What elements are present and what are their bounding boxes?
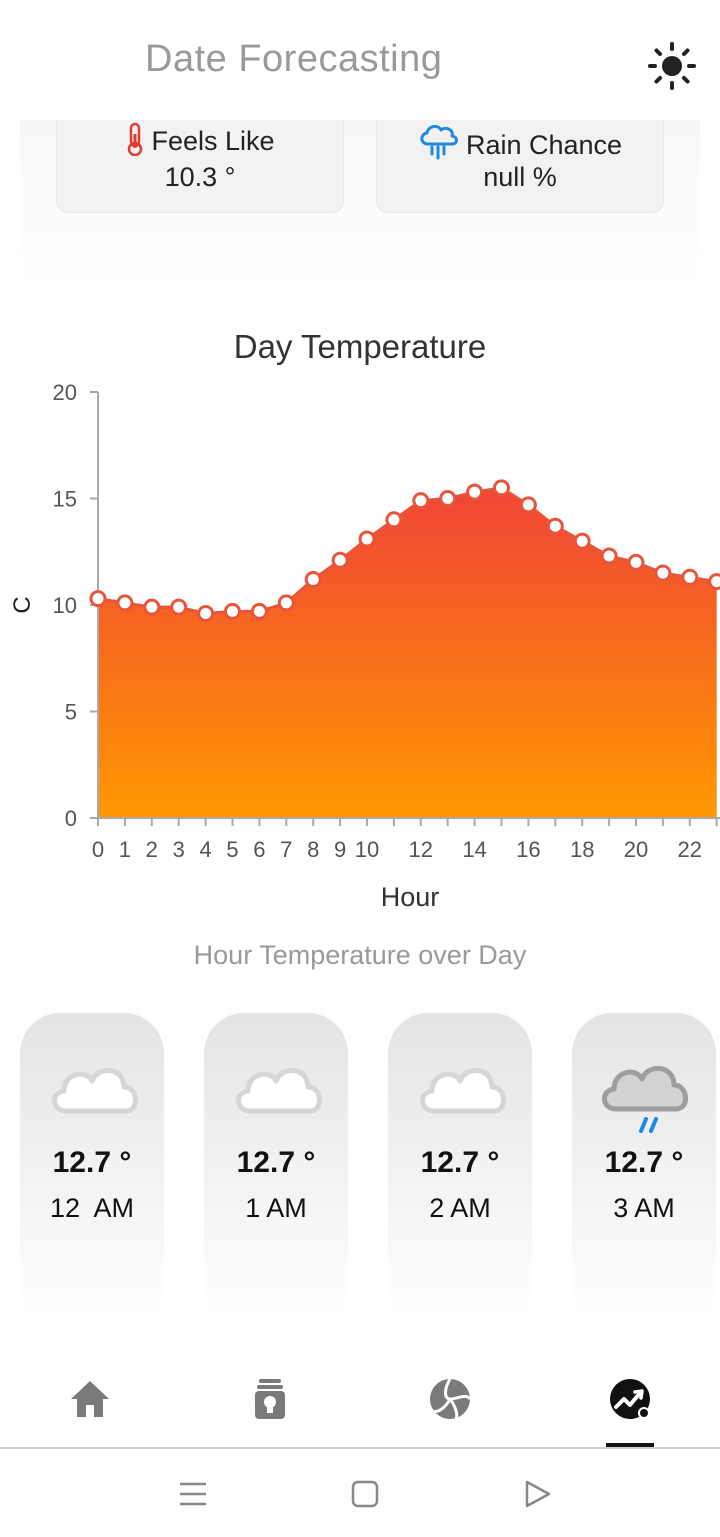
nav-sports[interactable] [360,1350,540,1447]
hour-time: 2 AM [429,1193,491,1223]
data-point [681,568,699,586]
rain-chance-card: Rain Chance null % [376,120,664,213]
nav-divider [0,1447,720,1449]
day-temperature-chart: Day Temperature C Hour 0 5 10 15 20 0 1 2 3 4 5 6 7 8… [0,320,720,920]
data-point [385,511,403,529]
chart-title: Day Temperature [234,328,487,365]
hour-card[interactable]: 12.7 ° 12 AM [20,1013,164,1333]
data-point [600,547,618,565]
night-cloudy-icon [230,1031,322,1114]
chart-y-axis-label: C [9,596,36,613]
x-tick-label: 9 [334,837,346,862]
hour-card[interactable]: 12.7 ° 3 AM [572,1013,716,1333]
x-tick-label: 8 [307,837,319,862]
x-tick-label: 0 [92,837,104,862]
x-tick-label: 20 [624,837,648,862]
data-point [170,598,188,616]
data-point [197,605,215,623]
nav-home[interactable] [0,1350,180,1447]
y-tick-label: 15 [53,487,77,512]
x-tick-label: 16 [516,837,540,862]
data-point [627,553,645,571]
feels-like-label: Feels Like [151,126,275,156]
data-point [412,492,430,510]
back-triangle-icon[interactable] [520,1477,554,1511]
x-tick-label: 3 [173,837,185,862]
app-bar: Date Forecasting [0,0,720,120]
app-title: Date Forecasting [145,38,443,80]
x-tick-label: 18 [570,837,594,862]
x-tick-label: 10 [355,837,379,862]
x-tick-label: 4 [199,837,211,862]
hour-temperature: 12.7 ° [52,1146,132,1179]
hour-temperature: 12.7 ° [236,1146,316,1179]
data-point [89,590,107,608]
x-tick-label: 22 [678,837,702,862]
tips-icon [255,1378,285,1419]
data-point [466,483,484,501]
data-point [304,570,322,588]
x-tick-label: 5 [226,837,238,862]
x-tick-label: 14 [462,837,486,862]
data-point [573,532,591,550]
forecast-chart-icon [610,1378,650,1419]
data-point [143,598,161,616]
hour-temperature: 12.7 ° [420,1146,500,1179]
hour-card[interactable]: 12.7 ° 2 AM [388,1013,532,1333]
temperature-area [98,487,717,818]
x-tick-label: 12 [409,837,433,862]
y-tick-label: 20 [53,380,77,405]
thermometer-icon [128,122,143,156]
theme-toggle-button[interactable] [646,40,698,92]
recent-apps-icon[interactable] [176,1477,210,1511]
system-navigation-bar [0,1449,720,1537]
data-point [224,602,241,620]
data-point [519,496,537,514]
y-tick-label: 5 [65,700,77,725]
data-point [708,573,720,591]
night-rain-icon [598,1031,688,1133]
x-tick-label: 2 [146,837,158,862]
data-point [277,594,295,612]
night-cloudy-icon [414,1031,506,1114]
data-point [116,594,134,612]
active-tab-indicator [606,1443,654,1448]
feels-like-card: Feels Like 10.3 ° [56,120,344,213]
hour-time: 3 AM [613,1193,675,1223]
chart-x-axis-label: Hour [381,882,440,912]
data-point [331,551,349,569]
rain-cloud-icon [420,124,458,160]
feels-like-value: 10.3 ° [164,162,236,192]
data-point [250,602,268,620]
x-tick-label: 1 [119,837,131,862]
hour-card[interactable]: 12.7 ° 1 AM [204,1013,348,1333]
sports-icon [430,1377,472,1420]
sun-icon [648,42,696,90]
nav-tips[interactable] [180,1350,360,1447]
data-point [654,564,672,582]
y-tick-label: 10 [53,593,77,618]
y-tick-label: 0 [65,806,77,831]
rain-chance-label: Rain Chance [465,130,623,160]
data-point [493,479,510,497]
home-icon [71,1380,109,1417]
data-point [546,517,564,535]
data-point [439,490,457,507]
hour-time: 1 AM [245,1193,307,1223]
chart-caption: Hour Temperature over Day [193,940,527,970]
x-tick-label: 6 [253,837,265,862]
bottom-navigation [0,1350,720,1447]
x-tick-label: 7 [280,837,292,862]
home-square-icon[interactable] [348,1477,382,1511]
nav-forecast-chart[interactable] [540,1350,720,1447]
hour-time: 12 AM [49,1193,135,1223]
data-point [358,530,376,548]
hour-temperature: 12.7 ° [604,1146,684,1179]
rain-chance-value: null % [483,162,557,192]
night-cloudy-icon [46,1031,138,1114]
